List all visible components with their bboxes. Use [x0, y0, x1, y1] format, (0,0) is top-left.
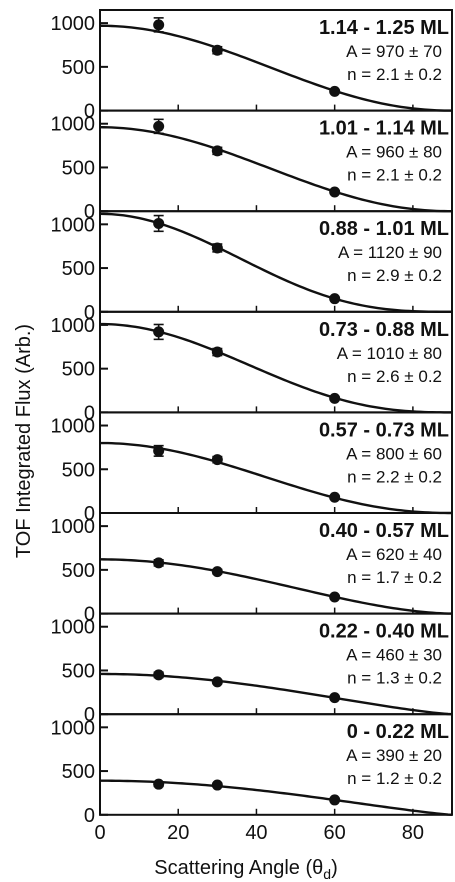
panel-5: 0 500 1000 0.57 - 0.73 ML A = 800 ± 60 n = 2.… — [51, 411, 453, 525]
x-axis-label-text: Scattering Angle (θ — [154, 857, 323, 879]
x-axis-label: Scattering Angle (θd) — [154, 857, 337, 882]
y-tick-label: 500 — [62, 157, 95, 179]
panel-exponent-label: n = 2.2 ± 0.2 — [347, 467, 442, 486]
data-point — [153, 326, 165, 338]
y-tick-label: 0 — [84, 805, 95, 827]
panel-coverage-label: 0.40 - 0.57 ML — [319, 520, 449, 542]
data-point — [153, 217, 165, 229]
panel-amplitude-label: A = 800 ± 60 — [346, 444, 442, 463]
y-tick-label: 500 — [62, 761, 95, 783]
panel-2: 0 500 1000 1.01 - 1.14 ML A = 960 ± 80 n = 2.… — [51, 109, 453, 223]
panel-coverage-label: 0.88 - 1.01 ML — [319, 218, 449, 240]
y-tick-label: 0 — [84, 402, 95, 424]
y-tick-label: 500 — [62, 57, 95, 79]
y-tick-label: 1000 — [51, 516, 96, 538]
panel-coverage-label: 0.73 - 0.88 ML — [319, 319, 449, 341]
y-tick-label: 1000 — [51, 416, 96, 438]
y-tick-label: 500 — [62, 660, 95, 682]
panel-exponent-label: n = 2.9 ± 0.2 — [347, 266, 442, 285]
data-point — [153, 669, 165, 681]
y-tick-label: 1000 — [51, 214, 96, 236]
panel-1: 0 500 1000 1.14 - 1.25 ML A = 970 ± 70 n = 2.… — [51, 9, 453, 123]
panel-exponent-label: n = 1.3 ± 0.2 — [347, 669, 442, 688]
x-axis-label-subscript: d — [323, 866, 331, 882]
data-point — [211, 346, 223, 358]
y-tick-label: 1000 — [51, 315, 96, 337]
data-point — [153, 19, 165, 31]
y-tick-label: 0 — [84, 101, 95, 123]
x-tick-label: 0 — [94, 822, 105, 844]
y-tick-label: 1000 — [51, 717, 96, 739]
data-point — [153, 445, 165, 457]
data-point — [329, 491, 341, 503]
panel-exponent-label: n = 2.1 ± 0.2 — [347, 65, 442, 84]
panel-coverage-label: 0.57 - 0.73 ML — [319, 419, 449, 441]
y-tick-label: 0 — [84, 201, 95, 223]
panel-coverage-label: 1.14 - 1.25 ML — [319, 17, 449, 39]
panels-layer: 0 500 1000 1.14 - 1.25 ML A = 970 ± 70 n = 2.… — [51, 9, 453, 827]
panel-exponent-label: n = 2.1 ± 0.2 — [347, 166, 442, 185]
y-tick-label: 500 — [62, 359, 95, 381]
data-point — [329, 85, 341, 97]
panel-amplitude-label: A = 960 ± 80 — [346, 143, 442, 162]
data-point — [329, 794, 341, 806]
panel-exponent-label: n = 2.6 ± 0.2 — [347, 367, 442, 386]
data-point — [211, 779, 223, 791]
y-tick-label: 500 — [62, 258, 95, 280]
y-tick-label: 1000 — [51, 617, 96, 639]
panel-frame — [99, 713, 453, 816]
data-point — [329, 186, 341, 198]
y-tick-label: 0 — [84, 503, 95, 525]
y-tick-label: 1000 — [51, 13, 96, 35]
x-tick-label: 60 — [324, 822, 346, 844]
data-point — [211, 145, 223, 157]
panel-coverage-label: 1.01 - 1.14 ML — [319, 118, 449, 140]
data-point — [329, 392, 341, 404]
x-tick-label: 40 — [245, 822, 267, 844]
data-point — [329, 692, 341, 704]
y-tick-label: 1000 — [51, 114, 96, 136]
data-point — [153, 778, 165, 790]
y-axis-label: TOF Integrated Flux (Arb.) — [13, 324, 35, 558]
data-point — [153, 120, 165, 132]
panel-amplitude-label: A = 1120 ± 90 — [338, 243, 442, 262]
panel-coverage-label: 0.22 - 0.40 ML — [319, 621, 449, 643]
data-point — [211, 566, 223, 578]
data-point — [329, 591, 341, 603]
x-tick-label: 20 — [167, 822, 189, 844]
data-point — [329, 293, 341, 305]
panel-3: 0 500 1000 0.88 - 1.01 ML A = 1120 ± 90 n = 2… — [51, 210, 453, 324]
y-tick-label: 0 — [84, 704, 95, 726]
panel-6: 0 500 1000 0.40 - 0.57 ML A = 620 ± 40 n = 1.… — [51, 512, 453, 626]
data-point — [211, 44, 223, 56]
panel-7: 0 500 1000 0.22 - 0.40 ML A = 460 ± 30 n = 1.… — [51, 612, 453, 726]
data-point — [211, 676, 223, 688]
panel-amplitude-label: A = 390 ± 20 — [346, 746, 442, 765]
data-point — [211, 242, 223, 254]
panel-exponent-label: n = 1.2 ± 0.2 — [347, 769, 442, 788]
x-tick-label: 80 — [402, 822, 424, 844]
panel-exponent-label: n = 1.7 ± 0.2 — [347, 568, 442, 587]
x-axis: 0 20 40 60 80 — [94, 822, 424, 844]
panel-amplitude-label: A = 460 ± 30 — [346, 646, 442, 665]
panel-amplitude-label: A = 1010 ± 80 — [337, 344, 442, 363]
panel-amplitude-label: A = 620 ± 40 — [346, 545, 442, 564]
y-tick-label: 0 — [84, 302, 95, 324]
panel-4: 0 500 1000 0.73 - 0.88 ML A = 1010 ± 80 n = 2… — [51, 310, 453, 424]
y-tick-label: 500 — [62, 560, 95, 582]
y-tick-label: 500 — [62, 459, 95, 481]
panel-8: 0 500 1000 0 - 0.22 ML A = 390 ± 20 n = 1.2 ±… — [51, 713, 453, 827]
x-axis-label-close: ) — [331, 857, 338, 879]
data-point — [211, 454, 223, 466]
y-tick-label: 0 — [84, 604, 95, 626]
panel-amplitude-label: A = 970 ± 70 — [346, 42, 442, 61]
data-point — [153, 557, 165, 569]
panel-coverage-label: 0 - 0.22 ML — [347, 721, 449, 743]
